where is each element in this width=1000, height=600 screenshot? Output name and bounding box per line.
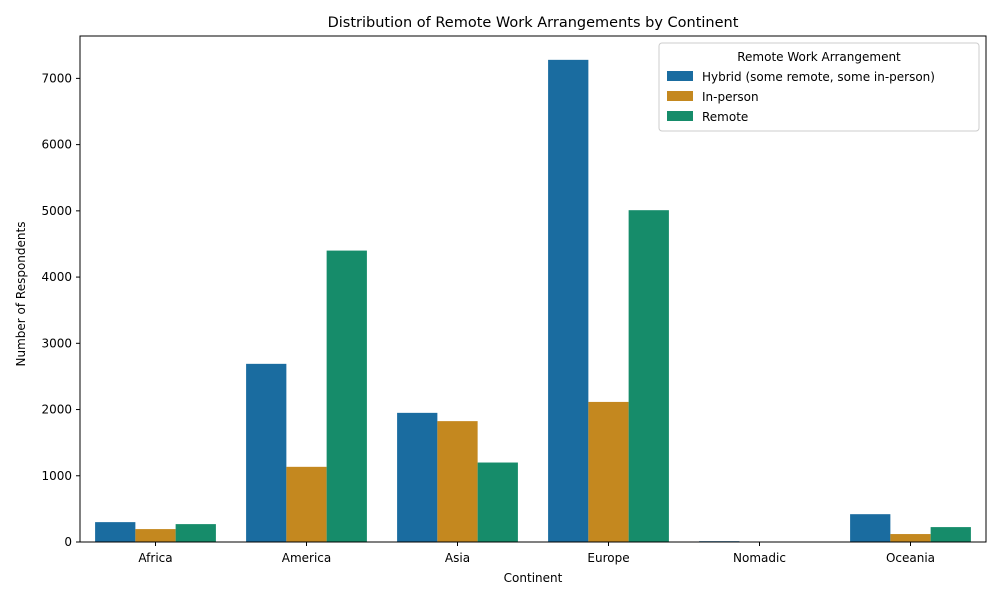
y-tick-label: 7000 — [41, 71, 72, 85]
x-tick-label: America — [282, 551, 332, 565]
legend-swatch — [667, 111, 693, 121]
x-tick-label: Oceania — [886, 551, 935, 565]
legend-entry-label: In-person — [702, 90, 759, 104]
y-tick-label: 2000 — [41, 403, 72, 417]
x-tick-label: Africa — [138, 551, 172, 565]
bar-europe-1 — [588, 401, 629, 542]
bar-africa-0 — [95, 522, 136, 542]
bar-europe-0 — [548, 59, 589, 543]
axes-group: Africa America Asia Europe Nomadic Oceania 0 10… — [41, 35, 987, 565]
legend-title: Remote Work Arrangement — [737, 50, 901, 64]
bar-america-2 — [326, 250, 367, 543]
bar-oceania-2 — [930, 527, 971, 542]
bar-asia-1 — [437, 421, 478, 542]
y-tick-label: 5000 — [41, 204, 72, 218]
chart-title: Distribution of Remote Work Arrangements… — [328, 15, 739, 31]
x-tick-label: Nomadic — [733, 551, 786, 565]
bar-asia-2 — [477, 462, 518, 542]
bars-group — [95, 59, 971, 543]
bar-asia-0 — [397, 412, 438, 542]
legend: Remote Work Arrangement Hybrid (some remo… — [658, 42, 980, 132]
bar-oceania-1 — [890, 534, 931, 542]
y-tick-label: 0 — [64, 535, 72, 549]
legend-swatch — [667, 91, 693, 101]
plot-frame — [79, 35, 987, 543]
y-tick-label: 1000 — [41, 469, 72, 483]
x-tick-label: Europe — [587, 551, 629, 565]
bar-america-0 — [246, 363, 287, 542]
bar-africa-1 — [135, 529, 176, 542]
legend-box — [658, 42, 980, 132]
bar-africa-2 — [175, 524, 216, 542]
y-tick-label: 4000 — [41, 270, 72, 284]
x-tick-label: Asia — [445, 551, 470, 565]
y-tick-label: 6000 — [41, 138, 72, 152]
legend-entry-label: Hybrid (some remote, some in-person) — [702, 70, 935, 84]
x-axis-label: Continent — [504, 571, 563, 585]
bar-europe-2 — [628, 210, 669, 543]
bar-america-1 — [286, 466, 327, 542]
legend-swatch — [667, 71, 693, 81]
y-tick-label: 3000 — [41, 336, 72, 350]
legend-entry-label: Remote — [702, 110, 748, 124]
bar-oceania-0 — [850, 514, 891, 542]
y-axis-label: Number of Respondents — [14, 222, 28, 367]
